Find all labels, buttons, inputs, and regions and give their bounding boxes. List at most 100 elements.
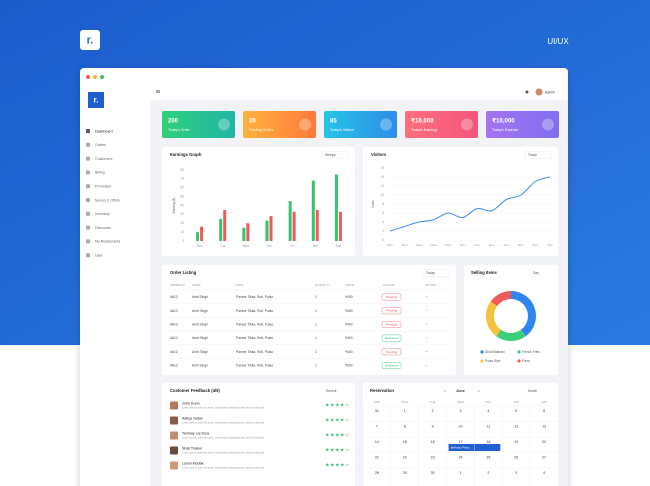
date[interactable]: 23	[431, 455, 435, 459]
cell[interactable]: ···	[425, 322, 428, 326]
menu-item[interactable]: Billing	[95, 171, 105, 175]
dropdown-label[interactable]: Month	[528, 389, 537, 393]
x-tick-label: Mon	[196, 244, 202, 248]
column-header: QUANTITY	[315, 283, 330, 287]
cell: #A12	[170, 295, 178, 299]
legend-dot	[517, 350, 521, 354]
dropdown-label[interactable]: Day	[533, 271, 539, 275]
dropdown[interactable]	[422, 269, 450, 277]
top-bar	[150, 84, 568, 100]
menu-item[interactable]: Promotion	[95, 184, 111, 188]
feedback-text: Lorem ipsum dolor sit amet, consectetur …	[182, 451, 265, 455]
prev-arrow[interactable]: ‹	[444, 388, 446, 394]
cell: ₹400	[345, 295, 353, 299]
cell[interactable]: ···	[425, 295, 428, 299]
stat-icon	[461, 118, 473, 131]
date[interactable]: 4	[487, 409, 489, 413]
status-pill	[381, 293, 402, 301]
menu-item[interactable]: My Restaurants	[95, 240, 120, 244]
dropdown[interactable]	[321, 151, 349, 159]
date[interactable]: 12	[514, 424, 518, 428]
cell: #A12	[170, 364, 178, 368]
date[interactable]: 21	[375, 455, 379, 459]
date[interactable]: 25	[486, 455, 490, 459]
date[interactable]: 13	[542, 424, 546, 428]
date[interactable]: 28	[375, 471, 379, 475]
date[interactable]: 29	[403, 471, 407, 475]
card-title: Visitors	[371, 152, 387, 157]
card-title: Earnings Graph	[170, 152, 202, 157]
menu-item[interactable]: Orders	[95, 143, 106, 147]
menu-item[interactable]: Discounts	[95, 226, 111, 230]
menu-item[interactable]: Customers	[95, 157, 113, 161]
date[interactable]: 5	[515, 409, 517, 413]
date[interactable]: 27	[542, 455, 546, 459]
x-tick-label: 1pm	[460, 243, 466, 247]
date[interactable]: 30	[431, 471, 435, 475]
donut-segment	[496, 329, 526, 341]
menu-item[interactable]: Menus & Offers	[95, 198, 120, 202]
menu-item[interactable]: Dashboard	[95, 129, 113, 133]
card	[363, 383, 558, 486]
sidebar-logo	[88, 92, 104, 108]
star: ★	[325, 402, 330, 408]
window-dot[interactable]	[86, 75, 90, 79]
date[interactable]: 6	[543, 409, 545, 413]
date[interactable]: 8	[404, 424, 406, 428]
date[interactable]: 19	[514, 440, 518, 444]
date[interactable]: 16	[431, 440, 435, 444]
menu-icon[interactable]	[156, 90, 160, 93]
avatar	[170, 461, 178, 470]
date[interactable]: 2	[432, 409, 434, 413]
month: June	[456, 389, 465, 393]
cell[interactable]: ···	[425, 364, 428, 368]
date[interactable]: 31	[375, 409, 379, 413]
bar	[200, 226, 204, 241]
card-title: Selling Items	[471, 270, 498, 275]
feedback-text: Lorem ipsum dolor sit amet, consectetur …	[182, 466, 265, 470]
next-arrow[interactable]: ›	[478, 388, 480, 394]
date[interactable]: 15	[403, 440, 407, 444]
cell[interactable]: ···	[425, 350, 428, 354]
y-tick-label: 10	[180, 230, 184, 234]
visitors-line	[389, 176, 551, 232]
cell[interactable]: ···	[425, 336, 428, 340]
window-dot[interactable]	[93, 75, 97, 79]
date[interactable]: 11	[486, 424, 490, 428]
avatar	[170, 446, 178, 455]
date[interactable]: 22	[403, 455, 407, 459]
date[interactable]: 18	[486, 440, 490, 444]
bell-icon[interactable]	[525, 90, 529, 94]
dropdown-label: Weekly	[325, 153, 336, 157]
date[interactable]: 24	[459, 455, 463, 459]
date[interactable]: 10	[459, 424, 463, 428]
status-pill	[381, 348, 402, 356]
date[interactable]: 4	[543, 471, 545, 475]
menu-icon	[86, 156, 90, 161]
date[interactable]: 26	[514, 455, 518, 459]
cell[interactable]: ···	[425, 309, 428, 313]
date[interactable]: 2	[487, 471, 489, 475]
window-dot[interactable]	[100, 75, 104, 79]
date[interactable]: 9	[432, 424, 434, 428]
date[interactable]: 1	[460, 471, 462, 475]
date[interactable]: 3	[515, 471, 517, 475]
x-tick-label: 12pm	[444, 243, 452, 247]
date[interactable]: 14	[375, 440, 379, 444]
dropdown[interactable]	[524, 151, 552, 159]
axis-label: Earning ($)	[172, 198, 176, 214]
date[interactable]: 3	[460, 409, 462, 413]
menu-item[interactable]: User	[95, 253, 103, 257]
stat-card	[243, 111, 316, 138]
avatar[interactable]	[535, 88, 543, 96]
stat-label: Today's Visitors	[330, 128, 354, 132]
date[interactable]: 1	[404, 409, 406, 413]
sidebar-logo-text: r.	[94, 96, 99, 105]
user-name[interactable]: Admin	[545, 90, 555, 94]
bar	[269, 216, 273, 241]
date[interactable]: 7	[376, 424, 378, 428]
date[interactable]: 20	[542, 440, 546, 444]
date[interactable]: 17	[459, 440, 463, 444]
menu-item[interactable]: Inventory	[95, 212, 110, 216]
dropdown-label[interactable]: Recent	[326, 389, 337, 393]
